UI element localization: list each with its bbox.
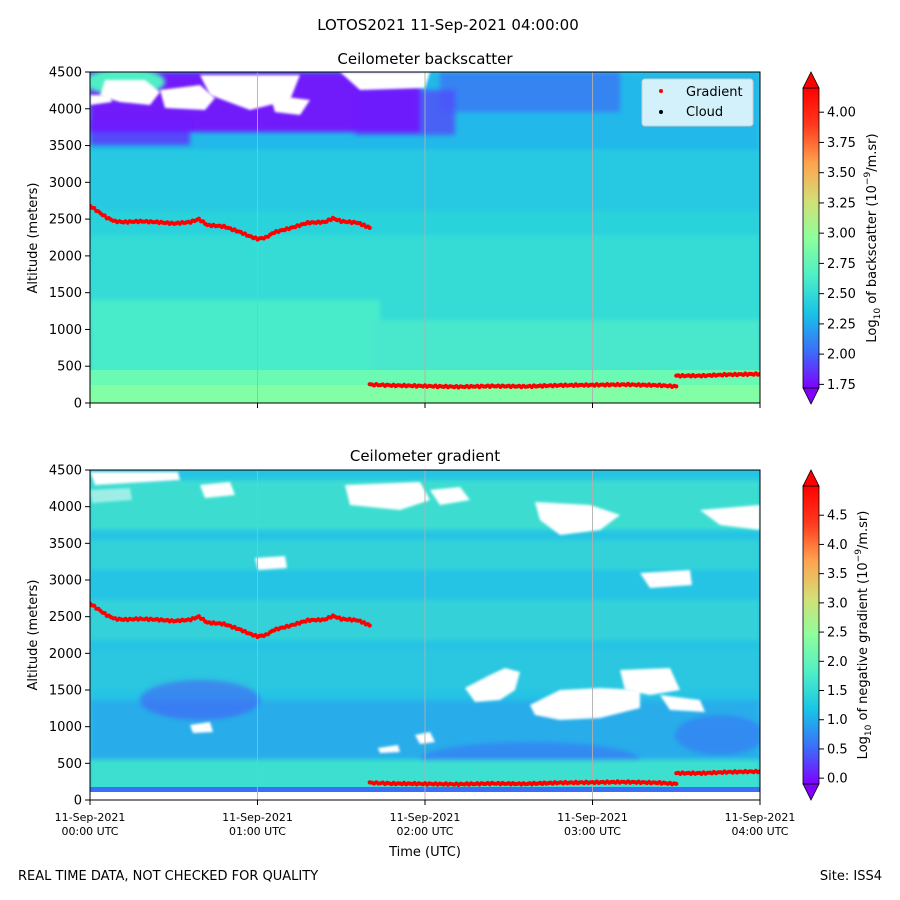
gradient-point — [674, 384, 679, 389]
backscatter-colorbar-ticks: 1.75 2.00 2.25 2.50 2.75 3.00 3.25 3.50 3.75 4.00 — [819, 106, 856, 393]
gradient-ylabel: Altitude (meters) — [26, 580, 41, 691]
colorbar-tick-label: 1.75 — [827, 378, 856, 393]
colorbar-tick-label: 2.00 — [827, 348, 856, 363]
site-label: Site: ISS4 — [819, 869, 882, 884]
colorbar-tick-label: 3.0 — [827, 596, 848, 611]
gradient-title: Ceilometer gradient — [350, 447, 500, 465]
figure-suptitle: LOTOS2021 11-Sep-2021 04:00:00 — [317, 16, 579, 34]
backscatter-title: Ceilometer backscatter — [337, 50, 513, 68]
backscatter-x-ticks — [89, 403, 761, 408]
legend-cloud-marker — [659, 110, 663, 114]
gradient-point — [367, 225, 372, 230]
colorbar-tick-label: 2.50 — [827, 287, 856, 302]
gradient-segment-0 — [90, 203, 372, 242]
gradient-segment-2 — [674, 371, 760, 379]
x-tick-label-date: 11-Sep-2021 — [55, 811, 126, 824]
y-tick-label: 3000 — [49, 574, 82, 589]
legend-gradient-label: Gradient — [686, 85, 743, 100]
colorbar-tick-label: 4.00 — [827, 106, 856, 121]
x-tick-label-date: 11-Sep-2021 — [222, 811, 293, 824]
y-tick-label: 4000 — [49, 500, 82, 515]
colorbar-tick-label: 3.5 — [827, 567, 848, 582]
colorbar-tick-label: 2.75 — [827, 257, 856, 272]
backscatter-colorbar: 1.75 2.00 2.25 2.50 2.75 3.00 3.25 3.50 3.75 4.00… — [802, 71, 883, 405]
gradient-point — [367, 623, 372, 628]
gradient-colorbar: 0.0 0.5 1.0 1.5 2.0 2.5 3.0 3.5 4.0 4.5 Log10 of … — [802, 469, 874, 801]
gradient-segment-1 — [367, 381, 679, 390]
gradient-xlabel: Time (UTC) — [388, 845, 461, 860]
x-tick-label-time: 01:00 UTC — [229, 825, 286, 838]
colorbar-tick-label: 1.5 — [827, 684, 848, 699]
y-tick-label: 2000 — [49, 249, 82, 264]
y-tick-label: 500 — [57, 360, 82, 375]
y-tick-label: 0 — [74, 794, 82, 809]
x-tick-label-date: 11-Sep-2021 — [557, 811, 628, 824]
y-tick-label: 1500 — [49, 286, 82, 301]
gradient-point — [92, 206, 97, 211]
y-tick-label: 0 — [74, 397, 82, 412]
backscatter-y-axis: 0 500 1000 1500 2000 2500 3000 3500 4000 4500 — [49, 66, 90, 412]
y-tick-label: 3000 — [49, 176, 82, 191]
y-tick-label: 4500 — [49, 464, 82, 479]
y-tick-label: 2500 — [49, 213, 82, 228]
y-tick-label: 3500 — [49, 537, 82, 552]
colorbar-tick-label: 3.25 — [827, 196, 856, 211]
legend-cloud-label: Cloud — [686, 105, 723, 120]
gradient-segment-0 — [90, 601, 372, 640]
y-tick-label: 3500 — [49, 139, 82, 154]
gradient-point — [757, 371, 760, 376]
colorbar-tick-label: 4.0 — [827, 538, 848, 553]
backscatter-panel: Ceilometer backscatter — [26, 50, 883, 412]
gradient-gradient-series — [90, 601, 760, 788]
backscatter-ylabel: Altitude (meters) — [26, 183, 41, 294]
y-tick-label: 4500 — [49, 66, 82, 81]
gradient-segment-2 — [674, 768, 760, 777]
colorbar-tick-label: 2.0 — [827, 655, 848, 670]
y-tick-label: 1000 — [49, 720, 82, 735]
gradient-point — [674, 781, 679, 787]
y-tick-label: 2500 — [49, 610, 82, 625]
disclaimer-text: REAL TIME DATA, NOT CHECKED FOR QUALITY — [18, 869, 319, 884]
y-tick-label: 4000 — [49, 102, 82, 117]
gradient-colorbar-ticks: 0.0 0.5 1.0 1.5 2.0 2.5 3.0 3.5 4.0 4.5 — [819, 509, 848, 787]
colorbar-tick-label: 1.0 — [827, 713, 848, 728]
x-tick-label-time: 02:00 UTC — [396, 825, 453, 838]
y-tick-label: 2000 — [49, 647, 82, 662]
gradient-colorbar-label: Log10 of negative gradient (10−9/m.sr) — [854, 511, 874, 760]
y-tick-label: 1000 — [49, 323, 82, 338]
y-tick-label: 500 — [57, 757, 82, 772]
colorbar-tick-label: 0.5 — [827, 742, 848, 757]
backscatter-gradient-series — [90, 203, 760, 390]
colorbar-tick-label: 2.5 — [827, 626, 848, 641]
x-tick-label-date: 11-Sep-2021 — [390, 811, 461, 824]
colorbar-tick-label: 4.5 — [827, 509, 848, 524]
gradient-panel: Ceilometer gradient — [26, 447, 874, 860]
gradient-point — [92, 603, 97, 608]
colorbar-tick-label: 0.0 — [827, 772, 848, 787]
gradient-field — [90, 470, 760, 800]
gradient-point — [102, 213, 107, 218]
gradient-point — [757, 769, 760, 774]
gradient-y-axis: 0 500 1000 1500 2000 2500 3000 3500 4000 4500 — [49, 464, 90, 809]
colorbar-tick-label: 3.75 — [827, 136, 856, 151]
colorbar-tick-label: 3.00 — [827, 227, 856, 242]
colorbar-tick-label: 3.50 — [827, 166, 856, 181]
gradient-segment-1 — [367, 779, 679, 788]
colorbar-tick-label: 2.25 — [827, 317, 856, 332]
x-tick-label-date: 11-Sep-2021 — [725, 811, 796, 824]
x-tick-label-time: 04:00 UTC — [731, 825, 788, 838]
backscatter-legend: Gradient Cloud — [641, 78, 754, 127]
x-tick-label-time: 03:00 UTC — [564, 825, 621, 838]
backscatter-colorbar-label: Log10 of backscatter (10−9/m.sr) — [863, 133, 883, 342]
x-tick-label-time: 00:00 UTC — [61, 825, 118, 838]
legend-gradient-marker — [659, 89, 663, 93]
y-tick-label: 1500 — [49, 684, 82, 699]
